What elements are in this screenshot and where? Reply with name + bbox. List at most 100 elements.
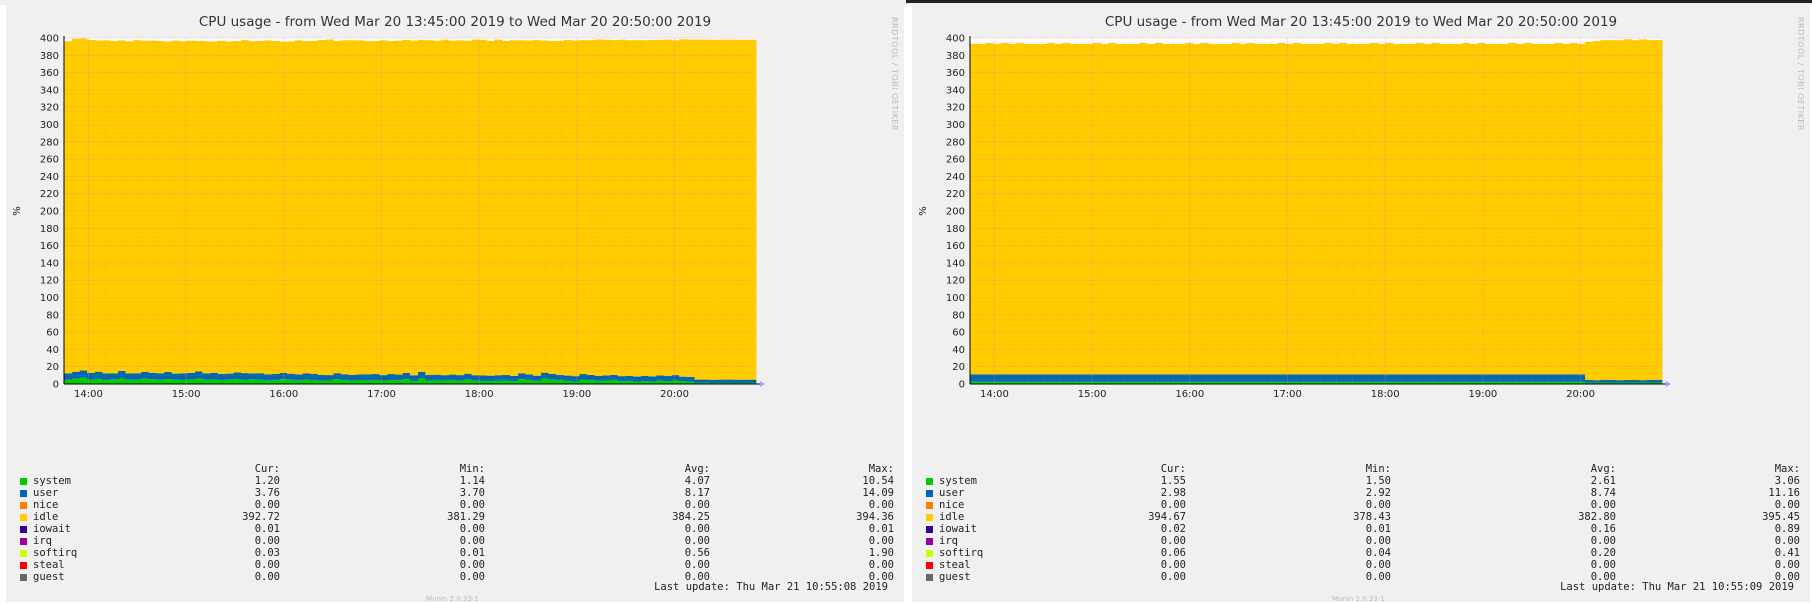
area-system [125, 379, 134, 384]
area-idle [463, 40, 472, 374]
area-user [1123, 374, 1132, 382]
area-system [156, 379, 165, 384]
area-idle [579, 40, 588, 375]
legend-max: 394.36 [856, 511, 894, 523]
legend-avg: 0.20 [1590, 547, 1616, 559]
legend-row-guest: guest 0.00 0.00 0.00 0.00 [926, 571, 1800, 583]
y-tick-label: 80 [46, 310, 59, 321]
area-system [1146, 381, 1155, 384]
y-tick-label: 320 [946, 103, 965, 114]
area-user [433, 374, 442, 381]
area-system [1385, 381, 1394, 384]
legend-cur: 0.00 [1160, 559, 1186, 571]
legend-max: 14.09 [862, 487, 894, 499]
area-user [1492, 374, 1501, 382]
area-system [1608, 382, 1617, 384]
area-idle [517, 40, 526, 374]
rrdtool-watermark: RRDTOOL / TOBI OETIKER [890, 17, 899, 132]
area-user [1093, 374, 1102, 382]
legend-avg: 0.56 [684, 547, 710, 559]
y-tick-label: 240 [946, 172, 965, 183]
area-idle [379, 40, 388, 376]
area-system [225, 379, 234, 384]
legend-swatch [20, 562, 27, 569]
legend-max: 0.00 [868, 559, 894, 571]
x-tick-label: 14:00 [980, 389, 1009, 400]
area-user [1392, 374, 1401, 382]
area-user [717, 379, 726, 383]
legend-row-iowait: iowait 0.01 0.00 0.00 0.01 [20, 523, 894, 535]
area-idle [632, 40, 642, 377]
y-tick-label: 40 [46, 345, 59, 356]
area-user [1377, 374, 1386, 382]
area-user [356, 374, 365, 381]
x-tick-label: 17:00 [367, 389, 396, 400]
area-user [502, 374, 511, 381]
area-system [1408, 381, 1417, 384]
y-tick-label: 140 [40, 258, 59, 269]
area-user [1646, 380, 1655, 383]
area-system [1162, 381, 1171, 384]
area-user [1608, 380, 1617, 383]
area-user [140, 371, 149, 379]
area-idle [1423, 43, 1432, 375]
legend-series-name: nice [939, 499, 965, 511]
legend-table: Cur: Min: Avg: Max: system 1.55 1.50 2.61 3.… [926, 463, 1800, 583]
area-system [525, 380, 534, 384]
area-user [1008, 374, 1017, 382]
legend-max: 10.54 [862, 475, 894, 487]
legend-series-name: user [33, 487, 59, 499]
area-system [448, 380, 457, 384]
area-system [1392, 381, 1401, 384]
area-user [625, 375, 634, 381]
area-idle [148, 40, 157, 373]
x-tick-label: 17:00 [1273, 389, 1302, 400]
y-tick-label: 200 [946, 207, 965, 218]
legend-header-avg: Avg: [1590, 463, 1616, 475]
area-idle [310, 40, 319, 374]
legend-cur: 3.76 [254, 487, 280, 499]
legend-swatch [926, 562, 933, 569]
area-system [71, 378, 80, 384]
area-user [486, 375, 495, 382]
y-tick-label: 300 [946, 120, 965, 131]
area-system [1454, 381, 1463, 384]
area-system [310, 380, 319, 384]
area-idle [486, 40, 495, 376]
area-system [1469, 381, 1478, 384]
legend-swatch [20, 526, 27, 533]
legend-header-max: Max: [868, 463, 894, 475]
legend-series-name: iowait [939, 523, 977, 535]
area-system [1446, 381, 1455, 384]
area-user [1162, 374, 1171, 382]
legend-max: 0.41 [1774, 547, 1800, 559]
area-system [210, 379, 219, 384]
area-idle [225, 41, 234, 374]
area-user [1062, 374, 1071, 382]
chart-title: CPU usage - from Wed Mar 20 13:45:00 201… [1104, 14, 1618, 30]
area-idle [348, 40, 357, 375]
grid [64, 37, 757, 385]
area-system [1585, 382, 1594, 384]
area-user [471, 375, 480, 381]
area-user [563, 375, 572, 381]
y-tick-label: 20 [46, 362, 59, 373]
area-user [517, 373, 526, 380]
area-idle [340, 40, 349, 375]
area-user [410, 375, 419, 381]
y-tick-label: 260 [40, 155, 59, 166]
legend-min: 1.14 [459, 475, 485, 487]
area-idle [1485, 43, 1494, 375]
x-tick-label: 14:00 [74, 389, 103, 400]
area-user [1054, 374, 1063, 382]
cpu-graph-panel: 0 20 40 60 80 100 120 140 160 180 200 220 240 260 280 3… [912, 5, 1810, 603]
area-user [1462, 374, 1471, 382]
area-idle [525, 40, 534, 375]
legend-row-steal: steal 0.00 0.00 0.00 0.00 [20, 559, 894, 571]
series-user [970, 374, 1663, 383]
area-idle [1500, 43, 1509, 375]
area-idle [1192, 43, 1202, 375]
area-idle [1354, 43, 1363, 375]
area-idle [1108, 43, 1117, 375]
area-system [1123, 381, 1132, 384]
